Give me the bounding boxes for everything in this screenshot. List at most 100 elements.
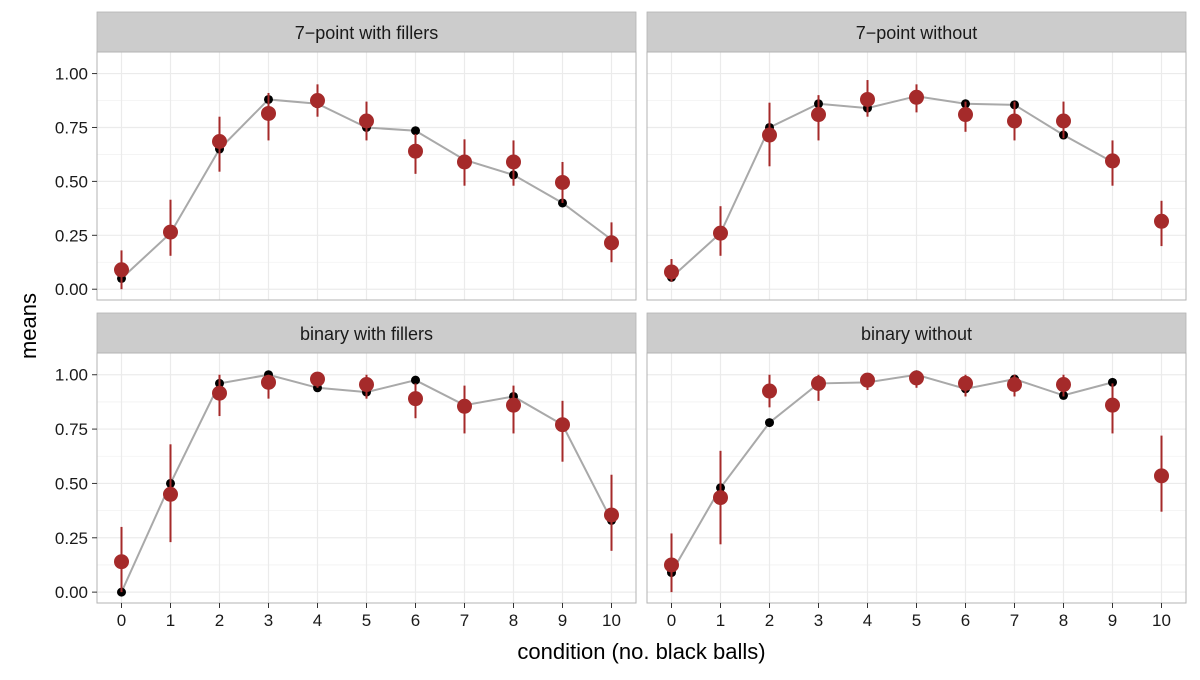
observed-point <box>1007 377 1022 393</box>
observed-point <box>762 127 777 143</box>
facet-title: binary without <box>861 324 972 344</box>
x-tick-label: 6 <box>961 611 970 630</box>
x-tick-label: 5 <box>912 611 921 630</box>
observed-point <box>261 105 276 121</box>
observed-point <box>860 372 875 388</box>
x-tick-label: 7 <box>460 611 469 630</box>
observed-point <box>408 143 423 159</box>
x-tick-label: 3 <box>814 611 823 630</box>
facet-strip <box>96 11 637 53</box>
x-tick-label: 4 <box>313 611 322 630</box>
observed-point <box>1154 468 1169 484</box>
observed-point <box>664 557 679 573</box>
x-tick-label: 10 <box>1152 611 1171 630</box>
observed-point <box>1007 113 1022 129</box>
x-tick-label: 2 <box>765 611 774 630</box>
x-tick-label: 2 <box>215 611 224 630</box>
observed-point <box>1056 113 1071 129</box>
observed-point <box>811 107 826 123</box>
observed-point <box>114 554 129 570</box>
facet-title: 7−point with fillers <box>295 23 439 43</box>
x-tick-label: 3 <box>264 611 273 630</box>
x-tick-label: 8 <box>1059 611 1068 630</box>
x-tick-label: 9 <box>558 611 567 630</box>
y-tick-label: 1.00 <box>55 65 88 84</box>
y-tick-label: 0.00 <box>55 583 88 602</box>
observed-point <box>457 154 472 170</box>
y-tick-label: 0.50 <box>55 172 88 191</box>
observed-point <box>555 417 570 433</box>
observed-point <box>860 91 875 107</box>
observed-point <box>114 262 129 278</box>
observed-point <box>457 398 472 414</box>
observed-point <box>310 371 325 387</box>
observed-point <box>261 374 276 390</box>
facet-title: 7−point without <box>856 23 978 43</box>
observed-point <box>163 486 178 502</box>
y-tick-label: 0.25 <box>55 226 88 245</box>
observed-point <box>811 375 826 391</box>
x-tick-label: 6 <box>411 611 420 630</box>
observed-point <box>163 224 178 240</box>
x-tick-label: 9 <box>1108 611 1117 630</box>
facet-strip <box>646 312 1187 354</box>
facet-strip <box>96 312 637 354</box>
y-tick-label: 0.75 <box>55 420 88 439</box>
facet-title: binary with fillers <box>300 324 433 344</box>
observed-point <box>958 107 973 123</box>
observed-point <box>1154 213 1169 229</box>
observed-point <box>604 235 619 251</box>
model-line <box>670 95 1113 279</box>
observed-point <box>506 154 521 170</box>
observed-point <box>506 397 521 413</box>
observed-point <box>212 385 227 401</box>
facet-panel-2: binary with fillers 0.00 0.25 0.50 0.75 1.00 0… <box>55 312 637 630</box>
observed-point <box>1056 377 1071 393</box>
observed-point <box>212 133 227 149</box>
model-line <box>670 373 1113 574</box>
observed-point <box>1105 397 1120 413</box>
x-tick-label: 5 <box>362 611 371 630</box>
model-point <box>765 418 774 428</box>
x-tick-label: 1 <box>166 611 175 630</box>
y-tick-label: 0.25 <box>55 529 88 548</box>
observed-point <box>909 89 924 105</box>
x-tick-label: 10 <box>602 611 621 630</box>
observed-point <box>958 375 973 391</box>
observed-point <box>713 225 728 241</box>
y-tick-label: 0.50 <box>55 474 88 493</box>
observed-point <box>359 377 374 393</box>
model-point <box>1108 377 1117 387</box>
observed-point <box>1105 153 1120 169</box>
facet-panel-3: binary without 0 1 2 3 4 5 6 7 8 9 10 <box>646 312 1187 630</box>
facet-panel-0: 7−point with fillers 0.00 0.25 0.50 0.75 1.00 <box>55 11 637 301</box>
observed-point <box>555 174 570 190</box>
x-tick-label: 0 <box>117 611 126 630</box>
x-tick-label: 4 <box>863 611 872 630</box>
observed-point <box>359 113 374 129</box>
model-point <box>411 126 420 136</box>
x-tick-label: 1 <box>716 611 725 630</box>
y-axis-label: means <box>16 293 41 359</box>
y-tick-label: 1.00 <box>55 366 88 385</box>
y-tick-label: 0.75 <box>55 118 88 137</box>
x-tick-label: 0 <box>667 611 676 630</box>
panel-border <box>96 51 637 301</box>
x-tick-label: 7 <box>1010 611 1019 630</box>
observed-point <box>909 370 924 386</box>
observed-point <box>604 507 619 523</box>
facet-panel-1: 7−point without <box>646 11 1187 301</box>
model-point <box>411 375 420 385</box>
x-tick-label: 8 <box>509 611 518 630</box>
observed-point <box>664 264 679 280</box>
observed-point <box>762 383 777 399</box>
y-tick-label: 0.00 <box>55 280 88 299</box>
observed-point <box>310 93 325 109</box>
x-axis-label: condition (no. black balls) <box>517 639 765 664</box>
panel-border <box>646 51 1187 301</box>
observed-point <box>408 391 423 407</box>
facet-strip <box>646 11 1187 53</box>
observed-point <box>713 490 728 506</box>
